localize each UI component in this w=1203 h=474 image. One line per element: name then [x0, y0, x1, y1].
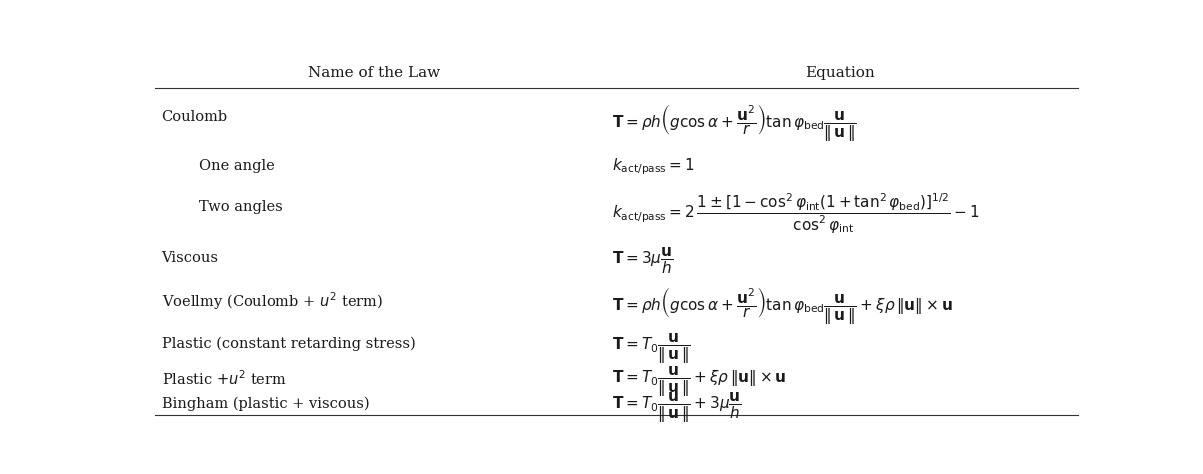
Text: Viscous: Viscous [161, 251, 219, 265]
Text: Two angles: Two angles [198, 200, 283, 213]
Text: Plastic $+ u^2$ term: Plastic $+ u^2$ term [161, 369, 286, 388]
Text: $\mathbf{T} = T_0\dfrac{\mathbf{u}}{\|\,\mathbf{u}\,\|}$: $\mathbf{T} = T_0\dfrac{\mathbf{u}}{\|\,… [612, 332, 691, 366]
Text: Plastic (constant retarding stress): Plastic (constant retarding stress) [161, 336, 415, 351]
Text: One angle: One angle [198, 159, 274, 173]
Text: $\mathbf{T} = \rho h\left(g\cos\alpha + \dfrac{\mathbf{u}^2}{r}\right)\tan\varph: $\mathbf{T} = \rho h\left(g\cos\alpha + … [612, 102, 857, 143]
Text: $\mathbf{T} = \rho h\left(g\cos\alpha + \dfrac{\mathbf{u}^2}{r}\right)\tan\varph: $\mathbf{T} = \rho h\left(g\cos\alpha + … [612, 284, 953, 326]
Text: Equation: Equation [806, 66, 875, 80]
Text: $k_{\mathrm{act/pass}} = 2\,\dfrac{1 \pm [1 - \cos^2\varphi_{\mathrm{int}}(1+\ta: $k_{\mathrm{act/pass}} = 2\,\dfrac{1 \pm… [612, 192, 979, 236]
Text: Bingham (plastic + viscous): Bingham (plastic + viscous) [161, 396, 369, 411]
Text: Name of the Law: Name of the Law [308, 66, 440, 80]
Text: Voellmy (Coulomb + $u^2$ term): Voellmy (Coulomb + $u^2$ term) [161, 291, 383, 312]
Text: $\mathbf{T} = 3\mu\dfrac{\mathbf{u}}{h}$: $\mathbf{T} = 3\mu\dfrac{\mathbf{u}}{h}$ [612, 246, 674, 276]
Text: $\mathbf{T} = T_0\dfrac{\mathbf{u}}{\|\,\mathbf{u}\,\|} + \xi\rho\,\|\mathbf{u}\: $\mathbf{T} = T_0\dfrac{\mathbf{u}}{\|\,… [612, 365, 787, 399]
Text: $k_{\mathrm{act/pass}} = 1$: $k_{\mathrm{act/pass}} = 1$ [612, 156, 695, 177]
Text: Coulomb: Coulomb [161, 110, 227, 124]
Text: $\mathbf{T} = T_0\dfrac{\mathbf{u}}{\|\,\mathbf{u}\,\|} + 3\mu\dfrac{\mathbf{u}}: $\mathbf{T} = T_0\dfrac{\mathbf{u}}{\|\,… [612, 391, 741, 425]
